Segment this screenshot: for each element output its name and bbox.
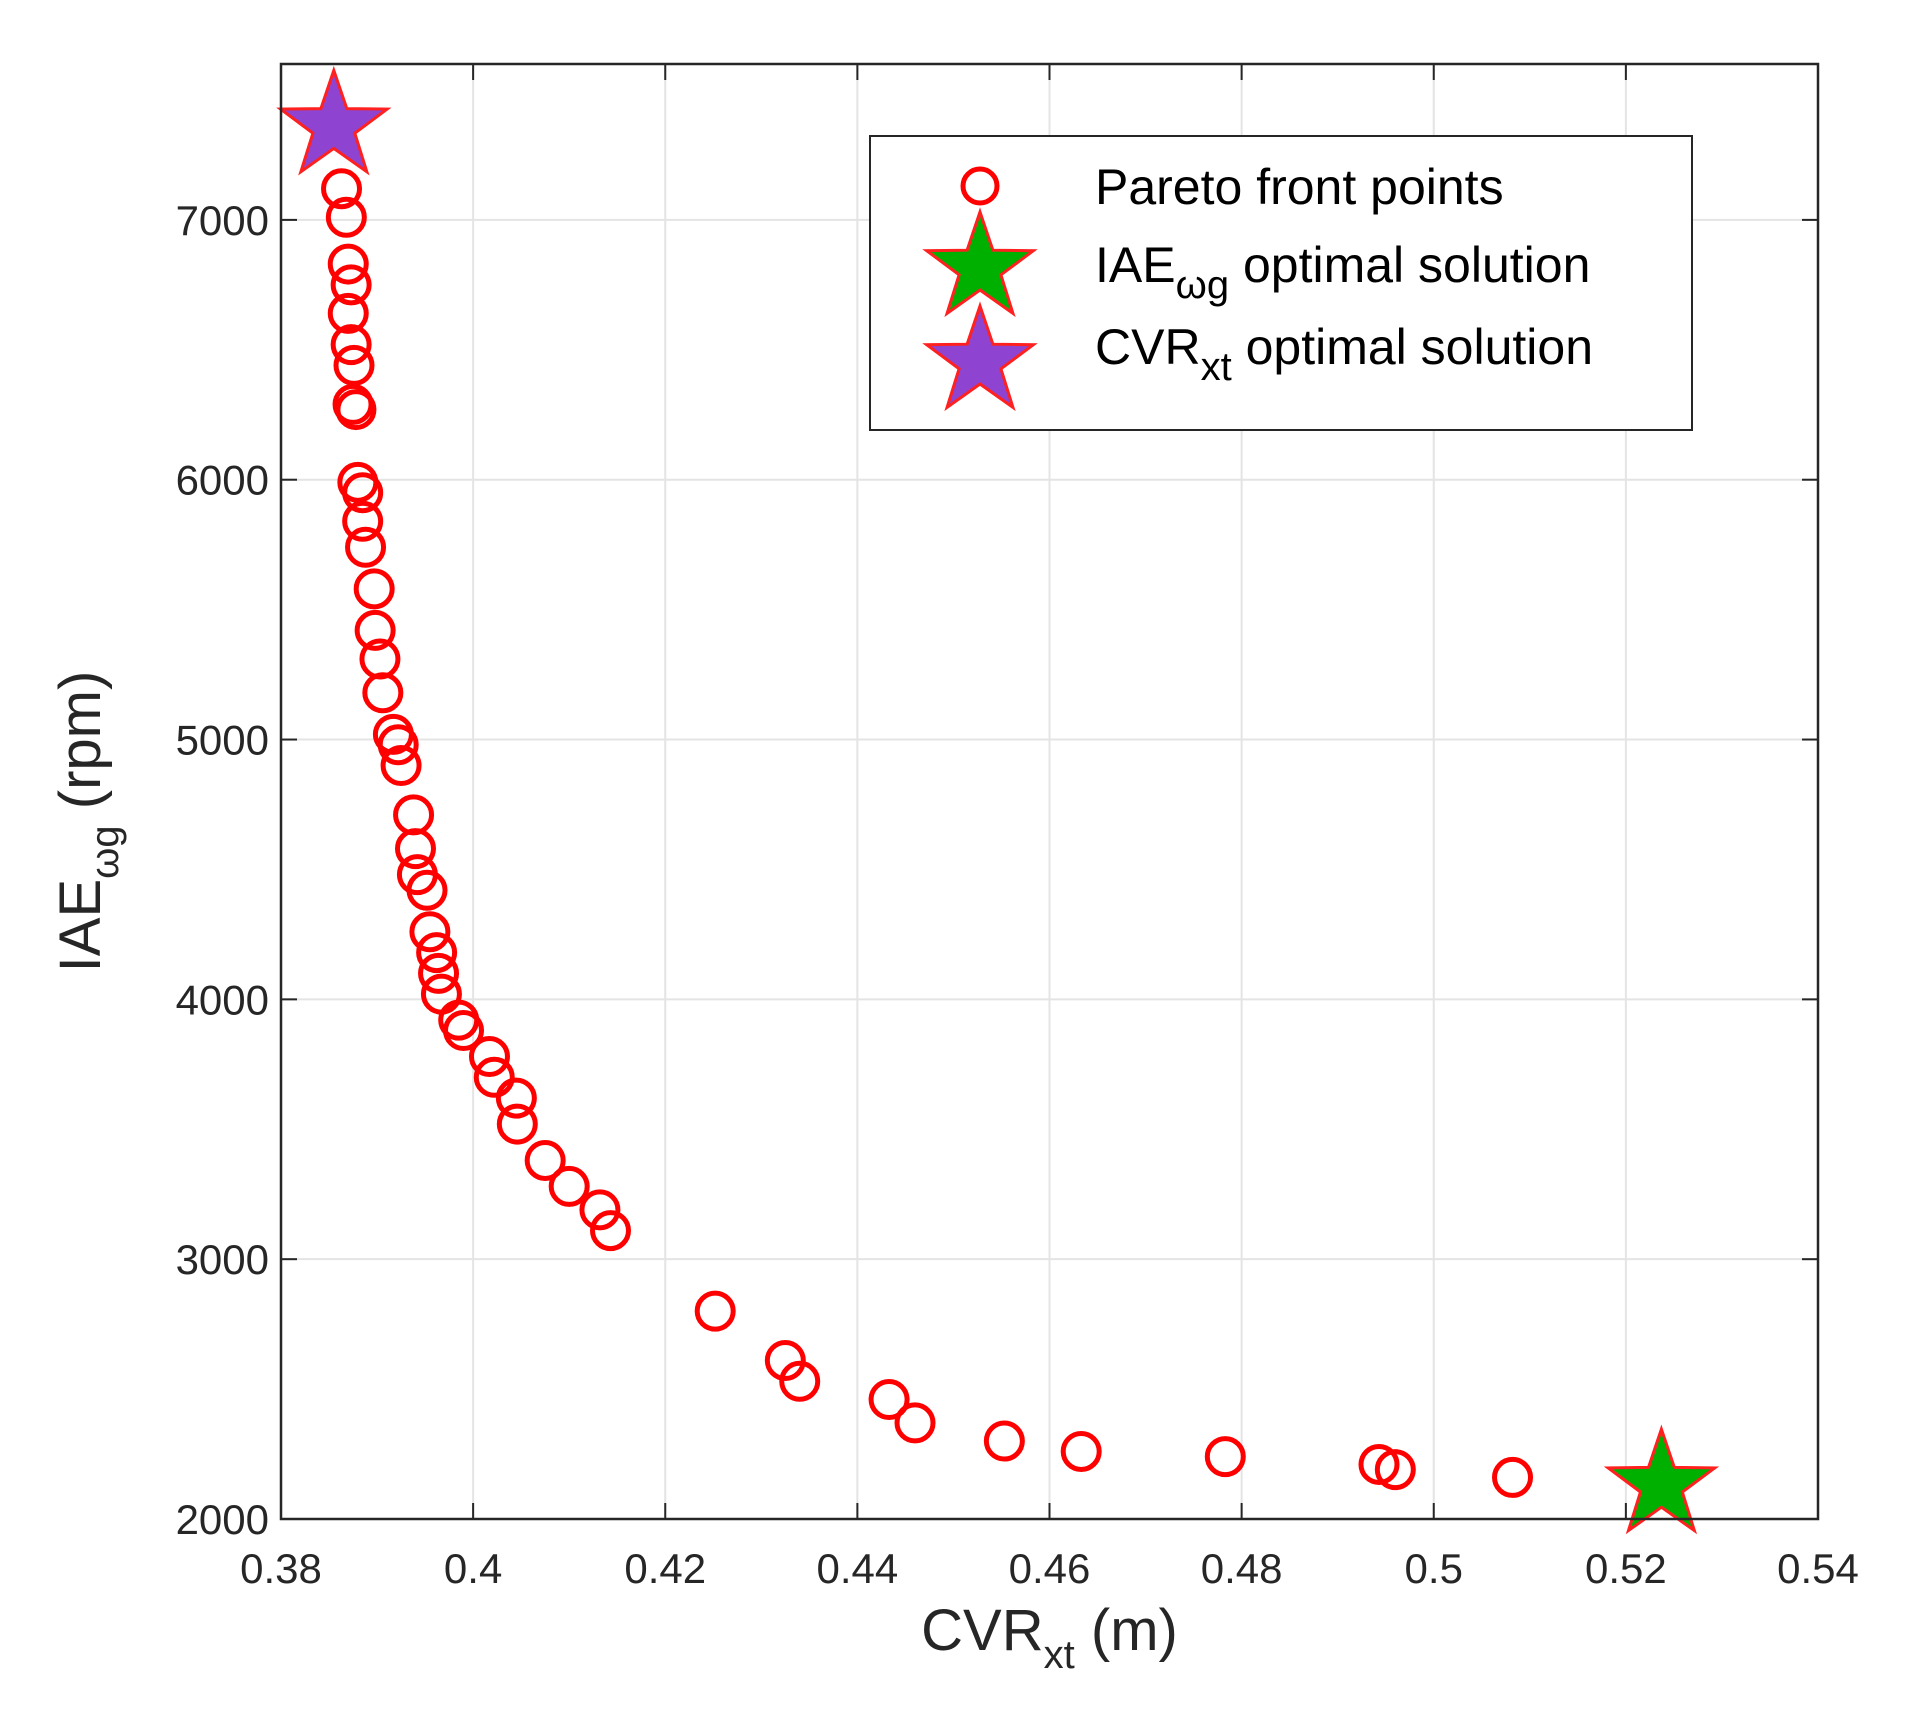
legend-circle-marker [960,166,1000,206]
x-tick-label: 0.4 [444,1545,502,1592]
pareto-point [353,568,395,610]
pareto-point [342,500,384,542]
cvr-optimal-star [276,65,392,176]
y-tick-label: 3000 [176,1236,269,1283]
pareto-point [409,911,451,953]
pareto-point [418,952,460,994]
legend-label-cvr-optimal: CVRxt optimal solution [1095,319,1593,389]
x-axis-label: CVRxt (m) [921,1598,1178,1677]
pareto-point [345,526,387,568]
legend-purple-star-marker [922,301,1038,412]
y-axis-label: IAEωg (rpm) [48,671,127,973]
legend-label-iae-main: IAE [1095,237,1176,293]
iae-optimal-star [1603,1424,1720,1535]
y-tick-label: 6000 [176,457,269,504]
x-tick-label: 0.54 [1777,1545,1859,1592]
pareto-point [1374,1449,1416,1491]
pareto-point [894,1402,936,1444]
pareto-point [394,828,436,870]
pareto-point [377,724,419,766]
legend-label-iae-subscript: ωg [1176,263,1229,307]
y-tick-label: 2000 [176,1496,269,1543]
legend: Pareto front points IAEωg optimal soluti… [869,135,1693,431]
x-axis-label-unit: (m) [1075,1598,1178,1663]
pareto-point [327,243,369,285]
pareto-point [779,1360,821,1402]
legend-label-iae-optimal: IAEωg optimal solution [1095,237,1590,307]
x-axis-label-subscript: xt [1044,1633,1075,1677]
data-marks [276,65,1720,1535]
pareto-point [416,932,458,974]
x-tick-label: 0.44 [817,1545,899,1592]
pareto-point [325,196,367,238]
pareto-point [524,1139,566,1181]
pareto-point [335,389,377,431]
plot-frame [279,62,1820,1521]
legend-label-iae-suffix: optimal solution [1229,237,1590,293]
pareto-point [468,1036,510,1078]
pareto-point [579,1189,621,1231]
y-tick-label: 5000 [176,717,269,764]
pareto-point [1060,1430,1102,1472]
pareto-point [380,745,422,787]
pareto-point [548,1165,590,1207]
pareto-point [473,1056,515,1098]
pareto-point [868,1378,910,1420]
pareto-point [983,1420,1025,1462]
pareto-point [1492,1456,1534,1498]
pareto-point [330,324,372,366]
y-axis-label-unit: (rpm) [48,671,113,826]
pareto-point [321,168,363,210]
legend-markers [922,166,1038,412]
pareto-point [333,344,375,386]
legend-green-star-marker [922,207,1038,318]
pareto-point [1204,1436,1246,1478]
pareto-point [443,1010,485,1052]
pareto-point [495,1077,537,1119]
pareto-point [496,1103,538,1145]
legend-box [869,135,1693,431]
legend-label-cvr-subscript: xt [1201,345,1232,389]
legend-label-cvr-suffix: optimal solution [1232,319,1593,375]
x-tick-label: 0.46 [1009,1545,1091,1592]
pareto-point [406,869,448,911]
y-tick-label: 4000 [176,976,269,1023]
pareto-point [342,472,384,514]
x-tick-label: 0.42 [624,1545,706,1592]
pareto-point [327,292,369,334]
x-axis-label-main: CVR [921,1598,1043,1663]
x-tick-label: 0.48 [1201,1545,1283,1592]
y-axis-label-subscript: ωg [83,825,127,878]
pareto-point [764,1340,806,1382]
pareto-point [362,672,404,714]
tick-labels: 0.38 0.4 0.42 0.44 0.46 0.48 0.5 0.52 0.54 2000 30… [176,197,1859,1592]
x-tick-label: 0.5 [1405,1545,1463,1592]
y-tick-label: 7000 [176,197,269,244]
pareto-point [1358,1443,1400,1485]
x-tick-label: 0.52 [1585,1545,1667,1592]
pareto-point [330,264,372,306]
legend-label-cvr-main: CVR [1095,319,1201,375]
pareto-point [589,1210,631,1252]
x-tick-label: 0.38 [240,1545,322,1592]
y-axis-label-main: IAE [48,879,113,973]
pareto-point [694,1290,736,1332]
legend-label-pareto: Pareto front points [1095,159,1504,215]
pareto-point [354,609,396,651]
